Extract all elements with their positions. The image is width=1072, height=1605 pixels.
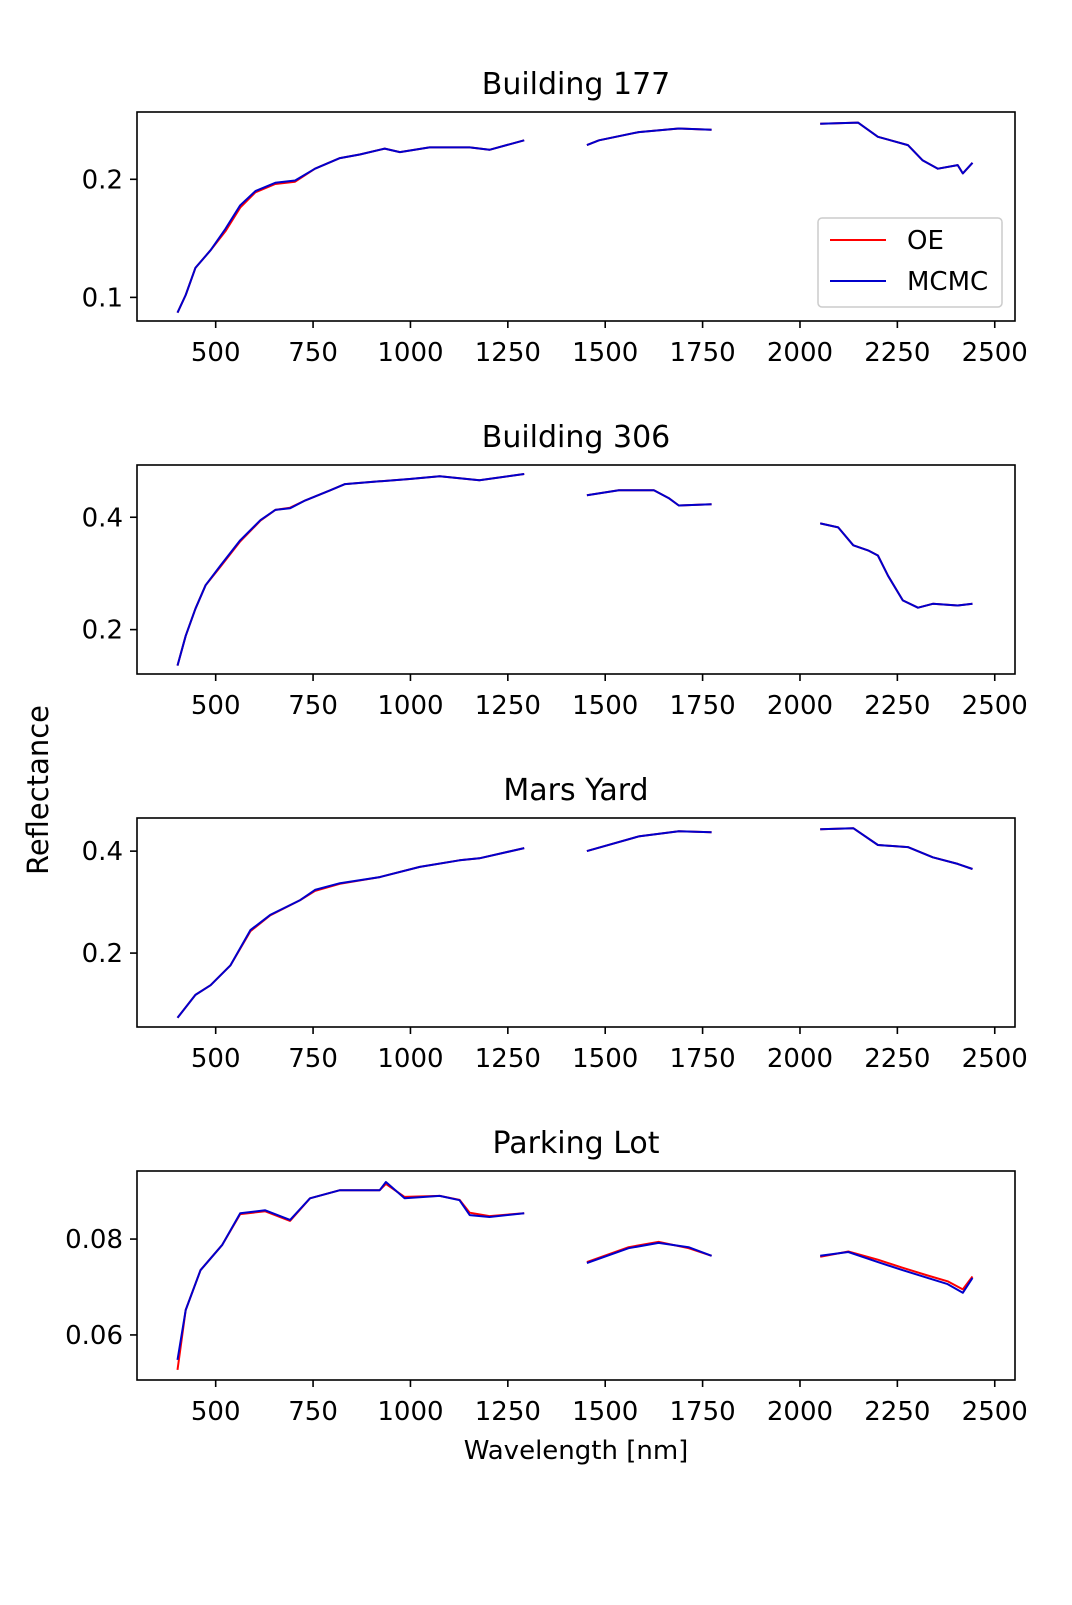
- y-tick-label: 0.4: [82, 503, 123, 533]
- x-tick-label: 2500: [962, 691, 1028, 721]
- plot-frame: [136, 817, 1016, 1028]
- panel-title: Mars Yard: [503, 773, 648, 808]
- x-tick-label: 1500: [572, 1397, 638, 1427]
- x-tick-label: 2250: [864, 338, 930, 368]
- series-line-mcmc: [176, 121, 974, 314]
- series-line-mcmc: [176, 473, 973, 666]
- plot-frame: [136, 464, 1016, 675]
- x-tick-label: 1250: [475, 1044, 541, 1074]
- x-tick-label: 1250: [475, 691, 541, 721]
- y-tick-label: 0.06: [65, 1321, 123, 1351]
- y-tick-label: 0.2: [82, 165, 123, 195]
- panel-0: Building 177 500 750 1000 1250 1500 1750 2000 22…: [82, 67, 1028, 368]
- x-tick-label: 1750: [670, 691, 736, 721]
- x-tick-label: 2250: [864, 1397, 930, 1427]
- x-tick-label: 750: [288, 1044, 338, 1074]
- panel-3: Parking Lot 500 750 1000 1250 1500 1750 2000 225…: [65, 1126, 1028, 1427]
- plot-frame: [136, 1170, 1016, 1381]
- legend: OE MCMC: [817, 217, 1003, 308]
- y-tick-label: 0.4: [82, 837, 123, 867]
- x-tick-label: 2000: [767, 1397, 833, 1427]
- series-line-mcmc: [176, 1181, 974, 1361]
- x-tick-label: 500: [191, 691, 241, 721]
- x-tick-label: 1000: [377, 338, 443, 368]
- x-tick-label: 2250: [864, 1044, 930, 1074]
- x-tick-label: 2000: [767, 1044, 833, 1074]
- x-tick-label: 1500: [572, 338, 638, 368]
- x-tick-label: 2250: [864, 691, 930, 721]
- x-tick-label: 2500: [962, 1044, 1028, 1074]
- series-line-mcmc: [176, 827, 973, 1019]
- x-tick-label: 1250: [475, 1397, 541, 1427]
- series-line-oe: [176, 473, 973, 666]
- panel-title: Building 177: [482, 67, 671, 102]
- x-tick-label: 1000: [377, 691, 443, 721]
- y-axis-label: Reflectance: [21, 705, 55, 875]
- x-tick-label: 1500: [572, 1044, 638, 1074]
- y-tick-label: 0.08: [65, 1225, 123, 1255]
- x-tick-label: 750: [288, 1397, 338, 1427]
- panel-1: Building 306 500 750 1000 1250 1500 1750 2000 22…: [82, 420, 1028, 721]
- y-tick-label: 0.1: [82, 283, 123, 313]
- plot-frame: [136, 111, 1016, 322]
- y-tick-label: 0.2: [82, 616, 123, 646]
- x-tick-label: 1500: [572, 691, 638, 721]
- x-tick-label: 1750: [670, 1044, 736, 1074]
- x-tick-label: 1750: [670, 1397, 736, 1427]
- x-tick-label: 1000: [377, 1397, 443, 1427]
- legend-label-oe: OE: [907, 226, 944, 256]
- y-tick-label: 0.2: [82, 939, 123, 969]
- x-tick-label: 500: [191, 1044, 241, 1074]
- x-tick-label: 1750: [670, 338, 736, 368]
- x-tick-label: 2500: [962, 338, 1028, 368]
- x-tick-label: 2500: [962, 1397, 1028, 1427]
- panel-title: Building 306: [482, 420, 671, 455]
- x-tick-label: 2000: [767, 338, 833, 368]
- x-tick-label: 1000: [377, 1044, 443, 1074]
- series-line-oe: [176, 827, 973, 1019]
- x-tick-label: 750: [288, 338, 338, 368]
- x-tick-label: 1250: [475, 338, 541, 368]
- legend-label-mcmc: MCMC: [907, 267, 988, 297]
- x-axis-label: Wavelength [nm]: [464, 1436, 689, 1466]
- panel-2: Mars Yard 500 750 1000 1250 1500 1750 2000 2250 2…: [82, 773, 1028, 1074]
- x-tick-label: 750: [288, 691, 338, 721]
- x-tick-label: 500: [191, 338, 241, 368]
- panel-title: Parking Lot: [492, 1126, 659, 1161]
- x-tick-label: 500: [191, 1397, 241, 1427]
- x-tick-label: 2000: [767, 691, 833, 721]
